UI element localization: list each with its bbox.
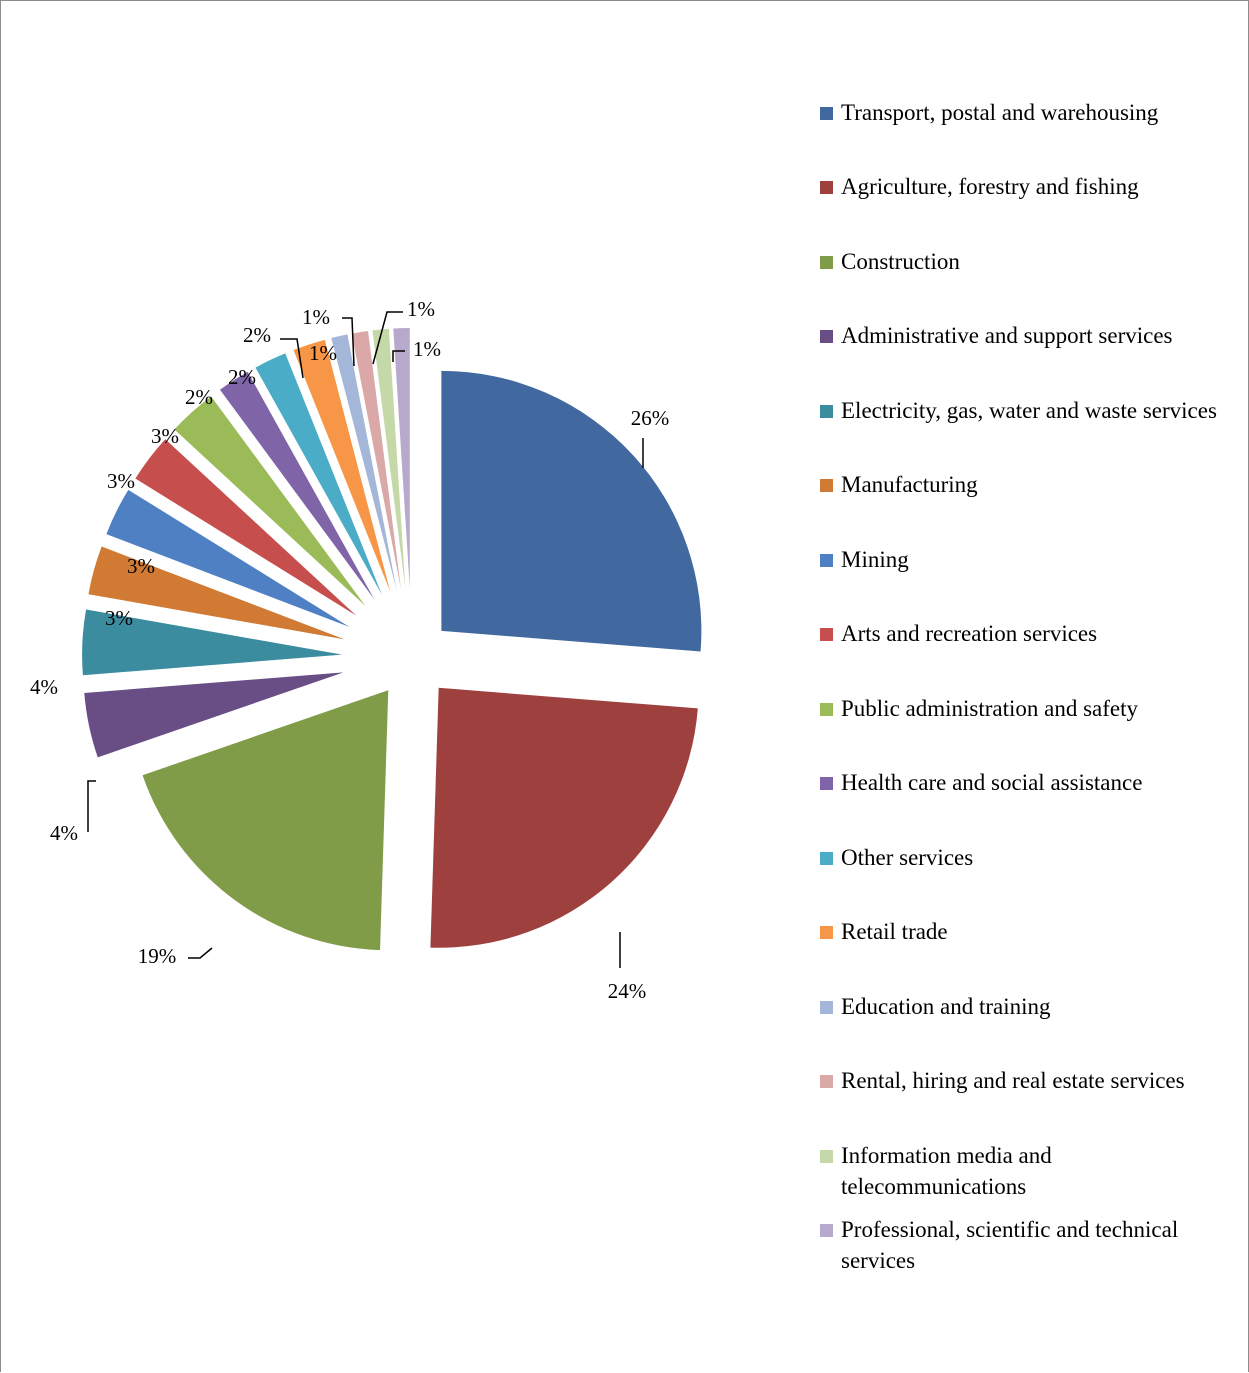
legend-item: Transport, postal and warehousing: [820, 97, 1220, 128]
data-label: 19%: [138, 944, 177, 968]
data-label: 3%: [151, 424, 179, 448]
legend-item: Electricity, gas, water and waste servic…: [820, 395, 1220, 426]
data-label: 4%: [50, 821, 78, 845]
legend-label: Mining: [841, 547, 909, 572]
legend-label: Transport, postal and warehousing: [841, 100, 1159, 125]
leader-line: [280, 338, 304, 379]
pie-slice: [430, 687, 698, 948]
legend-label: Administrative and support services: [841, 323, 1173, 348]
pie-slice: [142, 690, 389, 951]
legend-swatch: [820, 1075, 833, 1088]
legend-label: Retail trade: [841, 919, 948, 944]
data-label: 3%: [105, 606, 133, 630]
legend-item: Retail trade: [820, 916, 1220, 947]
legend-item: Manufacturing: [820, 469, 1220, 500]
legend-swatch: [820, 777, 833, 790]
legend-swatch: [820, 181, 833, 194]
legend-label: Arts and recreation services: [841, 621, 1098, 646]
legend-label: Manufacturing: [841, 472, 978, 497]
legend-item: Agriculture, forestry and fishing: [820, 171, 1220, 202]
legend-item: Education and training: [820, 991, 1220, 1022]
legend-item: Health care and social assistance: [820, 767, 1220, 798]
legend-label: Education and training: [841, 994, 1051, 1019]
pie-slice: [351, 330, 401, 589]
legend-item: Construction: [820, 246, 1220, 277]
data-label: 26%: [631, 406, 670, 430]
legend-swatch: [820, 1001, 833, 1014]
legend-swatch: [820, 628, 833, 641]
legend-item: Information media and telecommunications: [820, 1140, 1220, 1202]
legend-item: Professional, scientific and technical s…: [820, 1214, 1220, 1276]
pie-slice: [331, 334, 397, 590]
data-label: 3%: [127, 554, 155, 578]
pie-slice: [82, 609, 343, 676]
legend-label: Public administration and safety: [841, 696, 1139, 721]
legend-label: Health care and social assistance: [841, 770, 1143, 795]
data-label: 1%: [309, 341, 337, 365]
legend-swatch: [820, 926, 833, 939]
legend-item: Administrative and support services: [820, 320, 1220, 351]
legend-label: Electricity, gas, water and waste servic…: [841, 398, 1217, 423]
pie-slice: [293, 339, 391, 592]
pie-slice: [220, 371, 375, 600]
legend-item: Rental, hiring and real estate services: [820, 1065, 1220, 1096]
data-label: 1%: [413, 337, 441, 361]
legend-label: Rental, hiring and real estate services: [841, 1068, 1185, 1093]
data-label: 24%: [608, 979, 647, 1003]
pie-slice: [84, 672, 344, 758]
pie-slice: [106, 489, 350, 627]
data-label: 2%: [185, 385, 213, 409]
leader-lines: [87, 311, 644, 968]
data-label: 4%: [30, 675, 58, 699]
pie-slice: [393, 328, 410, 589]
pie-slices: [82, 328, 702, 951]
legend-swatch: [820, 1224, 833, 1237]
legend-item: Public administration and safety: [820, 693, 1220, 724]
data-label: 3%: [107, 469, 135, 493]
legend-label: Other services: [841, 845, 974, 870]
legend-swatch: [820, 479, 833, 492]
leader-line: [392, 350, 405, 362]
data-labels: 26%24%19%4%4%3%3%3%3%2%2%2%1%1% 1%1%: [30, 297, 669, 1003]
data-label: 1%: [302, 305, 330, 329]
pie-slice: [255, 353, 382, 595]
legend-label: Information media and telecommunications: [841, 1143, 1052, 1199]
pie-slice: [372, 328, 406, 589]
legend-swatch: [820, 405, 833, 418]
legend-swatch: [820, 1150, 833, 1163]
legend-label: Professional, scientific and technical s…: [841, 1217, 1179, 1273]
pie-slice: [135, 439, 357, 616]
legend-swatch: [820, 554, 833, 567]
data-label: 2%: [243, 323, 271, 347]
legend-item: Arts and recreation services: [820, 618, 1220, 649]
legend-swatch: [820, 256, 833, 269]
leader-line: [87, 780, 96, 832]
data-label: 1%: [407, 297, 435, 321]
legend-item: Other services: [820, 842, 1220, 873]
legend-item: Mining: [820, 544, 1220, 575]
leader-line: [372, 311, 403, 365]
pie-slice: [174, 396, 366, 606]
legend-label: Agriculture, forestry and fishing: [841, 174, 1139, 199]
legend-label: Construction: [841, 249, 960, 274]
pie-slice: [88, 546, 345, 640]
legend-swatch: [820, 852, 833, 865]
leader-line: [188, 947, 213, 959]
legend-swatch: [820, 703, 833, 716]
data-label: 2%: [228, 365, 256, 389]
legend-swatch: [820, 330, 833, 343]
leader-line: [342, 317, 355, 367]
pie-slice: [441, 370, 702, 652]
legend-swatch: [820, 107, 833, 120]
